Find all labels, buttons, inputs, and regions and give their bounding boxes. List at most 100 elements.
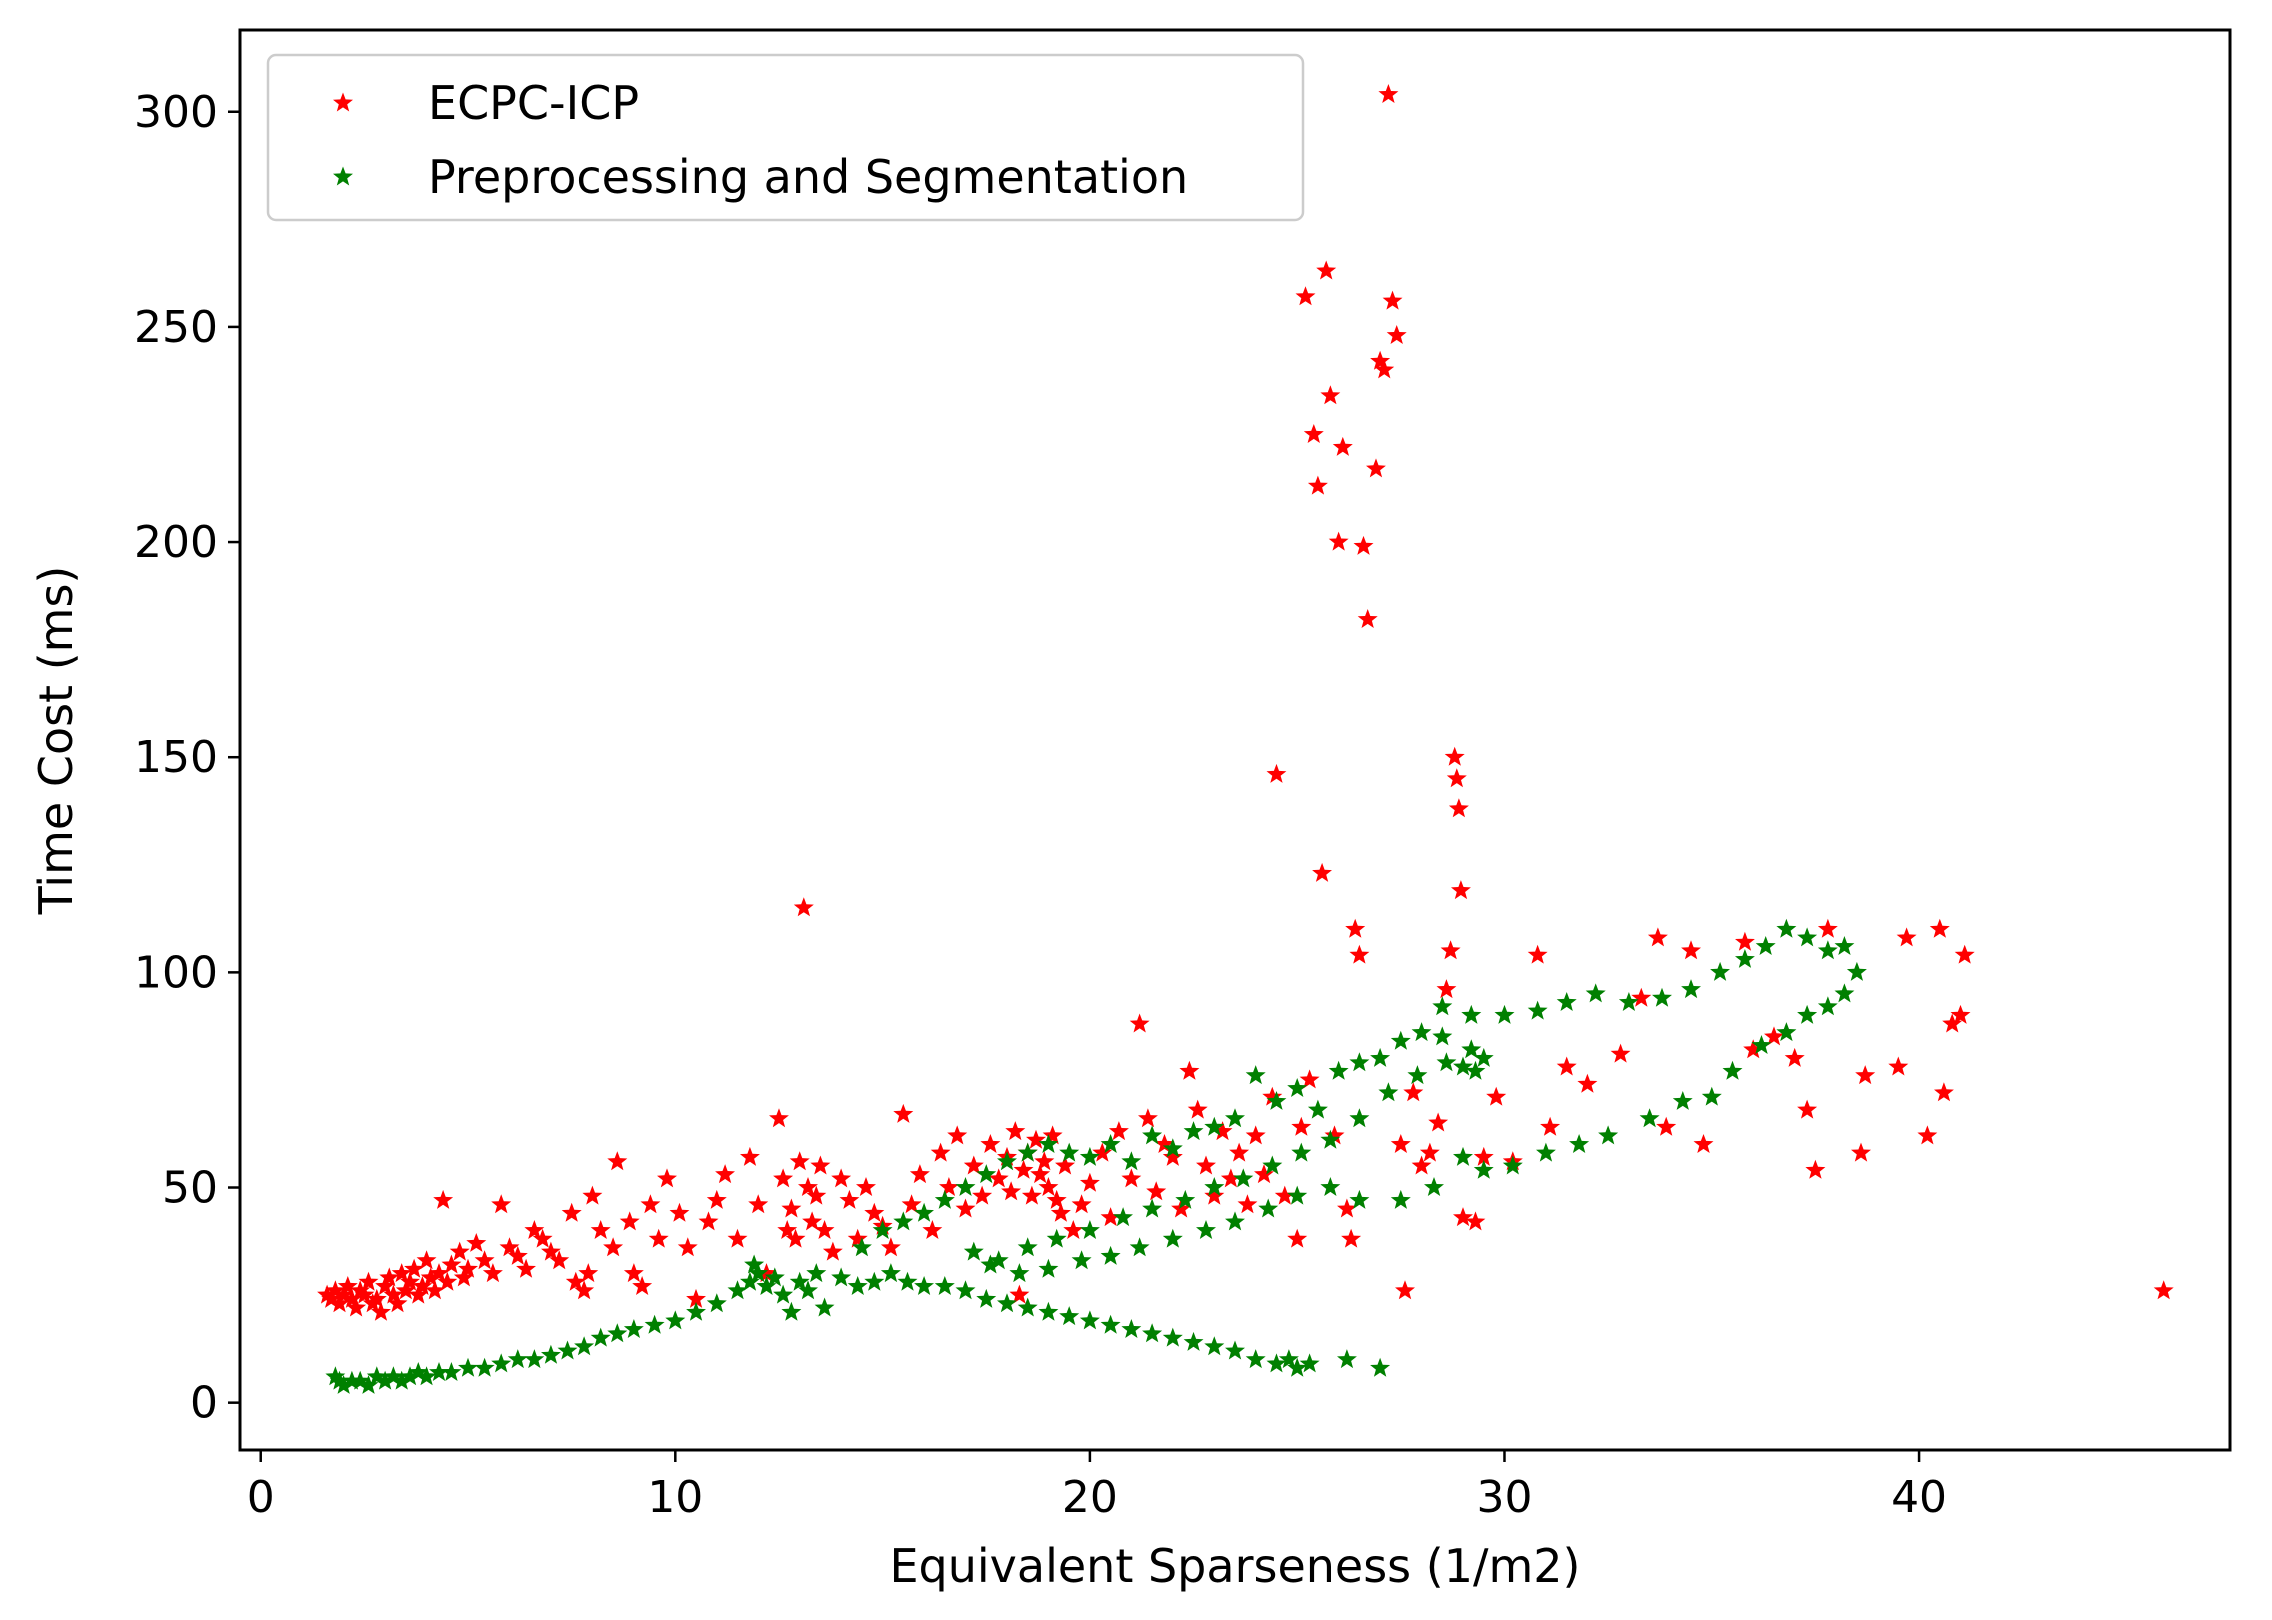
- data-point: [424, 1280, 445, 1300]
- data-point: [1486, 1086, 1507, 1106]
- data-point: [1370, 1357, 1391, 1377]
- data-point: [727, 1228, 748, 1248]
- data-point: [1378, 1082, 1399, 1102]
- data-point: [980, 1134, 1001, 1153]
- data-point: [1225, 1211, 1245, 1231]
- data-point: [740, 1271, 760, 1291]
- data-point: [400, 1271, 420, 1291]
- data-point: [1834, 936, 1855, 955]
- data-point: [939, 1177, 959, 1196]
- data-point: [955, 1177, 976, 1196]
- data-point: [375, 1370, 396, 1390]
- data-point: [1349, 1108, 1370, 1128]
- data-point: [1540, 1116, 1561, 1136]
- data-point: [1465, 1211, 1486, 1231]
- data-point: [1453, 1146, 1473, 1166]
- data-point: [1100, 1207, 1121, 1227]
- data-point: [773, 1168, 794, 1188]
- data-point: [408, 1362, 429, 1381]
- data-point: [1079, 1146, 1100, 1166]
- data-point: [1784, 1047, 1805, 1067]
- x-tick-label: 10: [647, 1472, 703, 1523]
- data-point: [1735, 931, 1755, 951]
- data-point: [1446, 768, 1467, 788]
- data-point: [1175, 1189, 1196, 1209]
- data-point: [354, 1284, 375, 1304]
- data-point: [1204, 1177, 1225, 1196]
- data-point: [1618, 992, 1639, 1011]
- data-point: [789, 1151, 810, 1171]
- data-point: [1266, 763, 1287, 783]
- data-point: [2153, 1280, 2174, 1300]
- data-point: [872, 1220, 893, 1239]
- data-point: [955, 1280, 976, 1300]
- data-point: [1092, 1142, 1113, 1162]
- data-point: [1079, 1310, 1100, 1330]
- data-point: [1162, 1327, 1183, 1347]
- data-point: [1100, 1245, 1121, 1265]
- data-point: [1797, 927, 1818, 947]
- y-tick-label: 150: [134, 732, 218, 783]
- data-point: [1258, 1198, 1279, 1218]
- data-point: [1851, 1142, 1871, 1162]
- data-point: [1179, 1060, 1200, 1080]
- data-point: [541, 1344, 561, 1364]
- data-point: [1162, 1146, 1183, 1166]
- data-point: [1038, 1177, 1059, 1196]
- data-point: [1287, 1078, 1308, 1097]
- data-point: [565, 1271, 586, 1291]
- data-point: [1917, 1125, 1938, 1145]
- data-points-layer: [317, 84, 2174, 1394]
- data-point: [1751, 1035, 1772, 1054]
- data-point: [1162, 1228, 1183, 1248]
- data-point: [1444, 746, 1465, 766]
- data-point: [1448, 798, 1469, 818]
- data-point: [524, 1220, 545, 1239]
- data-point: [1357, 609, 1378, 628]
- data-point: [1374, 359, 1395, 379]
- data-point: [1896, 927, 1917, 947]
- data-point: [1436, 979, 1457, 999]
- data-point: [632, 1276, 653, 1295]
- data-point: [781, 1198, 802, 1218]
- data-point: [1121, 1151, 1142, 1171]
- data-point: [1320, 385, 1341, 405]
- data-point: [1245, 1125, 1266, 1145]
- data-point: [491, 1353, 512, 1373]
- data-point: [1817, 996, 1838, 1016]
- data-point: [777, 1220, 798, 1239]
- data-point: [1046, 1228, 1067, 1248]
- data-point: [1196, 1155, 1216, 1175]
- data-point: [831, 1168, 852, 1188]
- data-point: [1021, 1185, 1042, 1205]
- legend-label: Preprocessing and Segmentation: [428, 150, 1188, 204]
- data-point: [706, 1189, 727, 1209]
- data-point: [358, 1271, 379, 1291]
- data-point: [1287, 1357, 1308, 1377]
- data-point: [1100, 1134, 1121, 1153]
- data-point: [864, 1202, 885, 1222]
- data-point: [375, 1276, 396, 1295]
- x-tick-label: 30: [1476, 1472, 1532, 1523]
- data-point: [429, 1263, 449, 1283]
- data-point: [466, 1233, 487, 1252]
- data-point: [1428, 1112, 1449, 1132]
- data-point: [1436, 1052, 1457, 1072]
- data-point: [972, 1185, 993, 1205]
- data-point: [1473, 1159, 1494, 1179]
- data-point: [1142, 1323, 1163, 1343]
- data-point: [1009, 1284, 1030, 1304]
- data-point: [391, 1370, 412, 1390]
- y-tick-label: 250: [134, 302, 218, 353]
- data-point: [1146, 1181, 1167, 1201]
- data-point: [416, 1366, 437, 1386]
- data-point: [1395, 1280, 1415, 1300]
- data-point: [893, 1103, 914, 1123]
- data-point: [955, 1198, 976, 1218]
- data-point: [574, 1336, 595, 1356]
- data-point: [1017, 1142, 1038, 1162]
- data-point: [607, 1323, 628, 1343]
- data-point: [366, 1366, 387, 1386]
- data-point: [1585, 983, 1606, 1003]
- legend-box: [266, 53, 1305, 222]
